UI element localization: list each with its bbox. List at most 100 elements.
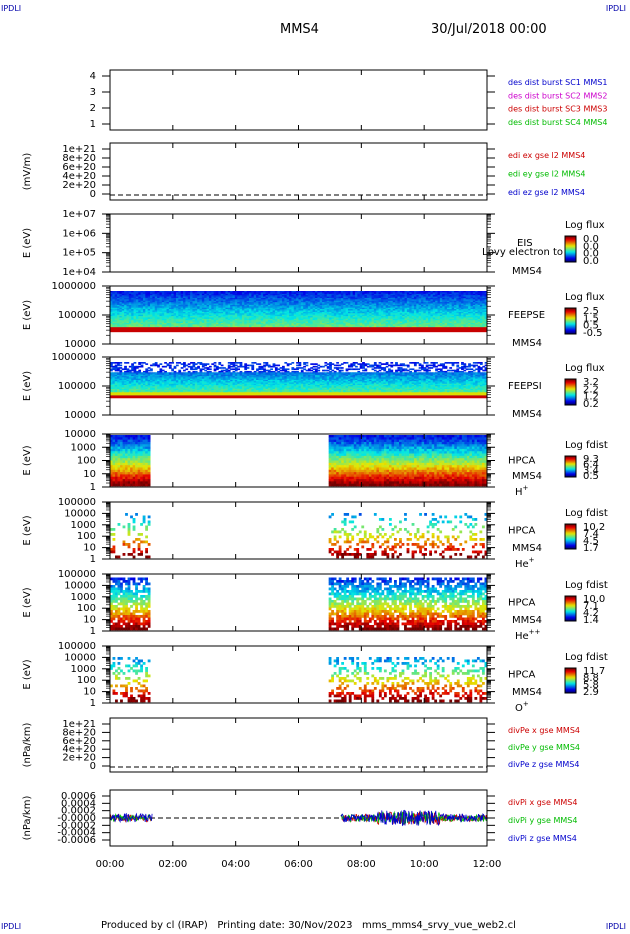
cell-3-55-22	[239, 321, 243, 324]
instrument-sc-3: MMS4	[512, 338, 542, 349]
cell-3-14-19	[142, 317, 146, 320]
cell-3-66-22	[265, 321, 269, 324]
cell-3-65-0	[263, 291, 266, 293]
cell-3-13-25	[140, 325, 144, 328]
cell-4-23-0	[164, 362, 167, 364]
cell-3-72-19	[279, 317, 283, 320]
cell-3-30-17	[180, 314, 184, 317]
cell-3-3-2	[117, 293, 120, 296]
cell-3-70-0	[274, 291, 278, 293]
cell-3-37-2	[197, 293, 200, 296]
cell-3-50-6	[227, 299, 231, 302]
cell-3-17-20	[150, 318, 153, 321]
cell-3-2-21	[114, 320, 118, 323]
cell-3-20-0	[157, 291, 160, 293]
cell-3-31-23	[183, 323, 186, 325]
cell-3-58-24	[246, 324, 250, 327]
cell-3-16-15	[147, 311, 151, 314]
cell-3-2-2	[114, 293, 118, 296]
cell-3-4-4	[119, 296, 123, 299]
cell-3-24-8	[166, 302, 170, 304]
cell-3-35-8	[192, 302, 196, 304]
cell-3-80-1	[298, 292, 302, 295]
cell-3-34-1	[190, 292, 193, 295]
cell-3-38-0	[199, 291, 203, 293]
cell-3-59-1	[249, 292, 252, 295]
colorbar-tick-2-0: 0.0	[583, 234, 599, 245]
cell-3-8-24	[128, 324, 132, 327]
cell-3-70-19	[274, 317, 278, 320]
cell-3-48-17	[223, 314, 226, 317]
cell-3-18-23	[152, 323, 156, 325]
cell-3-56-0	[241, 291, 245, 293]
cell-3-48-12	[223, 307, 226, 310]
cell-3-14-12	[142, 307, 146, 310]
cell-3-39-11	[201, 306, 205, 309]
cell-3-10-20	[133, 318, 137, 321]
cell-3-43-0	[211, 291, 215, 293]
cell-3-23-19	[164, 317, 167, 320]
cell-3-54-21	[237, 320, 240, 323]
cell-3-4-14	[119, 310, 123, 313]
cell-3-52-2	[232, 293, 236, 296]
cell-3-65-17	[263, 314, 266, 317]
colorbar-step-2-6	[565, 242, 576, 245]
cell-3-39-7	[201, 300, 205, 303]
cell-3-60-8	[251, 302, 255, 304]
cell-3-27-20	[173, 318, 177, 321]
cell-3-69-13	[272, 309, 276, 311]
cell-3-10-23	[133, 323, 137, 325]
cell-3-78-14	[293, 310, 297, 313]
cell-3-70-9	[274, 303, 278, 306]
cell-3-45-20	[216, 318, 219, 321]
cell-3-48-6	[223, 299, 226, 302]
cell-3-26-14	[171, 310, 175, 313]
cell-3-52-25	[232, 325, 236, 328]
cell-3-67-24	[267, 324, 271, 327]
cell-3-14-15	[142, 311, 146, 314]
cell-3-28-18	[175, 316, 179, 318]
cell-3-34-9	[190, 303, 193, 306]
cell-3-67-25	[267, 325, 271, 328]
cell-3-29-24	[178, 324, 182, 327]
cell-3-75-25	[286, 325, 290, 328]
cell-3-70-13	[274, 309, 278, 311]
cell-3-58-6	[246, 299, 250, 302]
cell-3-22-9	[161, 303, 165, 306]
cell-3-39-16	[201, 313, 205, 316]
cell-3-35-2	[192, 293, 196, 296]
cell-3-14-13	[142, 309, 146, 311]
cell-3-17-11	[150, 306, 153, 309]
cell-3-11-6	[135, 299, 139, 302]
cell-3-25-23	[168, 323, 172, 325]
cell-3-57-9	[244, 303, 248, 306]
cell-3-14-7	[142, 300, 146, 303]
cell-3-32-20	[185, 318, 189, 321]
cell-3-62-19	[256, 317, 259, 320]
ytick-label-3-0: 1000000	[51, 281, 96, 292]
cell-3-59-10	[249, 304, 252, 307]
cell-3-54-19	[237, 317, 240, 320]
cell-3-35-15	[192, 311, 196, 314]
cell-3-57-0	[244, 291, 248, 293]
cell-3-14-10	[142, 304, 146, 307]
cell-3-45-14	[216, 310, 219, 313]
cell-3-39-23	[201, 323, 205, 325]
cell-3-13-12	[140, 307, 144, 310]
cell-3-76-12	[289, 307, 292, 310]
cell-3-13-20	[140, 318, 144, 321]
cell-3-24-1	[166, 292, 170, 295]
cell-3-41-7	[206, 300, 210, 303]
cell-3-67-5	[267, 297, 271, 300]
cell-3-6-5	[124, 297, 127, 300]
cell-3-54-22	[237, 321, 240, 324]
cell-3-27-11	[173, 306, 177, 309]
cell-3-27-1	[173, 292, 177, 295]
cell-3-49-24	[225, 324, 229, 327]
cell-3-56-21	[241, 320, 245, 323]
cell-3-11-18	[135, 316, 139, 318]
cell-3-63-11	[258, 306, 262, 309]
cell-3-17-22	[150, 321, 153, 324]
cell-3-72-3	[279, 295, 283, 297]
cell-3-23-6	[164, 299, 167, 302]
